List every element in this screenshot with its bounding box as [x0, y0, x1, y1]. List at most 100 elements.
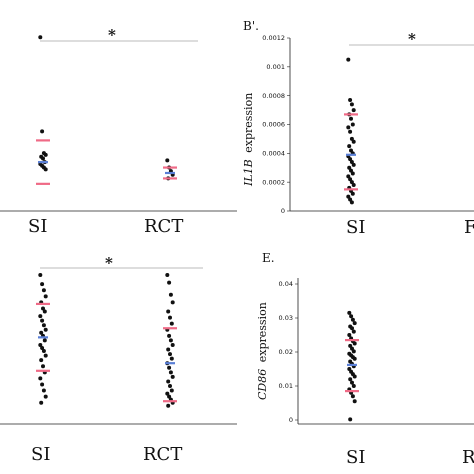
y-axis-label: IL1B expression — [242, 93, 255, 187]
data-point-si — [350, 317, 355, 322]
data-point-si — [351, 162, 356, 167]
category-label-si: SI — [28, 216, 47, 237]
panel-label: B'. — [243, 19, 259, 33]
data-point-si — [351, 329, 356, 334]
y-tick-label: 0 — [281, 207, 285, 215]
data-point-si — [38, 342, 43, 347]
data-point-rct — [166, 309, 171, 314]
y-tick-label: 0.0006 — [262, 121, 285, 129]
data-point-si — [349, 168, 353, 173]
data-point-si — [349, 102, 354, 107]
y-tick-label: 0.04 — [279, 280, 293, 288]
y-tick-label: 0.0002 — [262, 178, 285, 186]
data-point-rct — [168, 315, 172, 320]
data-point-si — [39, 358, 44, 363]
data-point-si — [350, 171, 355, 176]
data-point-rct — [166, 379, 171, 384]
data-point-si — [351, 108, 356, 113]
data-point-si — [348, 197, 353, 202]
data-point-si — [350, 191, 355, 196]
data-point-si — [349, 116, 353, 121]
data-point-si — [352, 399, 357, 404]
data-point-si — [43, 167, 48, 172]
data-point-si — [352, 321, 357, 326]
data-point-rct — [167, 394, 172, 399]
data-point-si — [41, 156, 45, 161]
data-point-si — [42, 338, 47, 343]
y-axis-unit: expression — [256, 302, 269, 362]
data-point-rct — [168, 384, 172, 388]
data-point-si — [349, 148, 353, 153]
data-marks — [36, 273, 177, 408]
data-point-si — [347, 165, 352, 170]
data-point-si — [41, 388, 46, 393]
data-point-rct — [165, 273, 170, 278]
data-point-rct — [168, 370, 173, 375]
data-point-si — [350, 394, 355, 399]
data-point-rct — [169, 321, 174, 326]
data-point-rct — [167, 333, 172, 338]
y-ticks: 0.0012 0.001 0.0008 0.0006 0.0004 0.0002 0 — [262, 34, 290, 215]
y-tick-label: 0.01 — [279, 382, 293, 390]
data-point-rct — [166, 403, 171, 408]
data-point-si — [350, 122, 355, 127]
data-point-si — [348, 157, 353, 162]
data-point-si — [348, 377, 353, 382]
y-tick-label: 0.001 — [266, 63, 285, 71]
data-point-si — [346, 174, 351, 179]
data-point-si — [38, 273, 43, 278]
category-label-si: SI — [346, 217, 365, 238]
data-marks — [345, 310, 359, 422]
data-point-si — [352, 341, 357, 346]
data-point-rct — [168, 352, 172, 357]
data-point-rct — [170, 342, 175, 347]
y-tick-label: 0.03 — [279, 314, 293, 322]
data-point-si — [350, 380, 354, 385]
y-axis-label: CD86 expression — [256, 302, 269, 400]
y-tick-label: 0.0012 — [262, 34, 285, 42]
data-point-si — [347, 144, 352, 149]
data-point-rct — [167, 365, 172, 370]
data-point-si — [43, 394, 48, 399]
data-point-si — [346, 57, 351, 62]
y-tick-label: 0.0004 — [262, 150, 285, 158]
data-point-rct — [165, 158, 170, 163]
data-point-rct — [169, 356, 174, 361]
data-point-si — [38, 35, 43, 40]
data-point-si — [41, 306, 45, 311]
data-point-si — [349, 314, 354, 319]
data-point-si — [346, 194, 351, 199]
y-tick-label: 0 — [289, 416, 293, 424]
panel-top-left: * SI RCT — [0, 26, 237, 237]
category-label-rct: RCT — [143, 444, 182, 465]
category-label-si: SI — [346, 447, 365, 468]
y-tick-label: 0.02 — [279, 348, 293, 356]
category-label-rct: R — [462, 447, 474, 468]
data-point-si — [349, 159, 354, 164]
data-point-si — [351, 183, 356, 188]
data-point-si — [351, 139, 356, 144]
data-point-si — [40, 129, 45, 134]
data-point-si — [351, 349, 356, 354]
y-tick-label: 0.0008 — [262, 92, 285, 100]
y-axis-unit: expression — [242, 93, 255, 153]
category-label-si: SI — [31, 444, 50, 465]
data-point-si — [41, 364, 45, 369]
data-point-si — [38, 376, 43, 381]
data-point-rct — [166, 347, 171, 352]
data-point-si — [349, 136, 354, 141]
data-point-si — [350, 326, 354, 331]
data-point-si — [43, 152, 48, 157]
data-point-si — [41, 349, 46, 354]
data-point-si — [40, 318, 45, 323]
data-point-si — [349, 200, 354, 205]
data-point-si — [348, 97, 353, 102]
y-axis-gene: CD86 — [256, 369, 269, 400]
data-point-si — [43, 353, 48, 358]
data-point-rct — [170, 374, 175, 379]
data-point-si — [42, 309, 47, 314]
data-point-si — [347, 333, 352, 337]
data-point-si — [39, 400, 44, 405]
data-point-si — [40, 282, 45, 287]
